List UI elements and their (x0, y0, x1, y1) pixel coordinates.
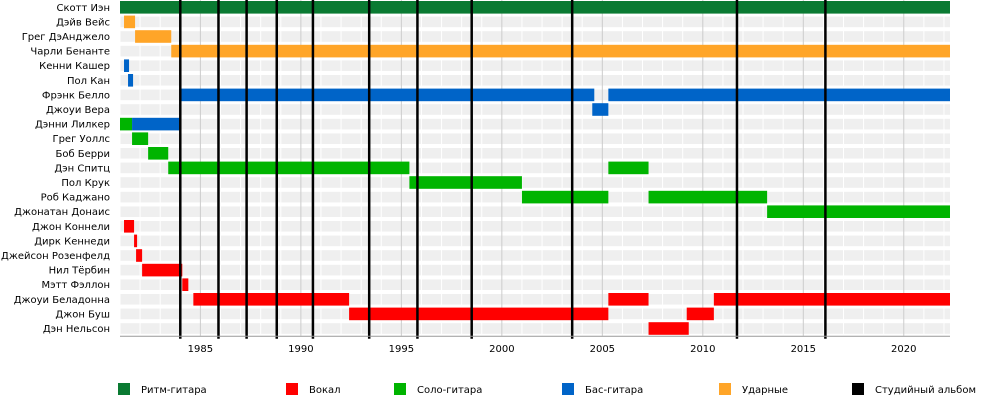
row-background (120, 75, 950, 86)
row-background (120, 104, 950, 115)
membership-bar-vocal (608, 293, 649, 306)
row-background (120, 323, 950, 334)
member-label: Дэйв Вейс (56, 17, 110, 28)
member-label: Джонатан Донаис (14, 207, 110, 218)
membership-bar-vocal (142, 263, 183, 277)
member-label: Кенни Кашер (39, 61, 110, 72)
member-label: Дэн Спитц (54, 163, 110, 174)
legend-swatch-vocal (286, 383, 298, 395)
x-tick-label: 2015 (791, 344, 816, 355)
membership-bar-lead (409, 176, 522, 189)
x-tick-label: 1990 (288, 344, 313, 355)
member-label: Дирк Кеннеди (34, 236, 110, 247)
row-background (120, 177, 950, 188)
member-label: Джон Буш (55, 309, 110, 320)
legend-label: Ударные (742, 385, 788, 396)
membership-bar-vocal (193, 293, 350, 306)
legend-label: Ритм-гитара (141, 385, 207, 396)
membership-bar-lead (132, 132, 149, 145)
membership-bar-lead (608, 161, 649, 175)
legend-label: Вокал (309, 385, 341, 396)
row-background (120, 133, 950, 144)
membership-bar-vocal (648, 322, 689, 335)
member-label: Дэнни Лилкер (35, 120, 110, 131)
membership-bar-bass (608, 88, 950, 102)
x-tick-label: 2000 (489, 344, 514, 355)
x-tick-label: 2005 (590, 344, 615, 355)
x-tick-label: 1985 (188, 344, 213, 355)
row-background (120, 221, 950, 232)
row-background (120, 118, 950, 130)
row-background (120, 279, 950, 290)
member-label: Скотт Иэн (57, 3, 110, 14)
membership-bar-vocal (686, 307, 714, 321)
member-label: Фрэнк Белло (42, 90, 110, 101)
membership-bar-lead (168, 161, 410, 175)
membership-bar-lead (148, 147, 169, 160)
membership-bar-vocal (124, 220, 135, 233)
x-axis: 1985 1990 1995 2000 2005 2010 2015 2020 (120, 335, 950, 355)
membership-bar-vocal (349, 307, 609, 321)
membership-bar-lead (767, 205, 950, 218)
row-background (120, 250, 950, 261)
membership-bar-bass (128, 74, 134, 87)
legend-label: Бас-гитара (585, 385, 643, 396)
membership-bar-drums (135, 30, 172, 43)
membership-bar-lead (648, 190, 768, 204)
row-background (120, 148, 950, 159)
membership-bar-bass (124, 59, 130, 72)
member-label: Чарли Бенанте (30, 47, 110, 58)
x-tick-label: 1995 (389, 344, 414, 355)
member-label: Мэтт Фэллон (42, 280, 110, 291)
membership-bar-vocal (713, 293, 950, 306)
member-label: Джон Коннели (32, 222, 110, 233)
x-tick-label: 2010 (690, 344, 715, 355)
row-background (120, 264, 950, 276)
membership-bar-rhythm (120, 1, 950, 14)
member-label: Боб Берри (55, 149, 110, 160)
member-label: Джоуи Беладонна (14, 295, 110, 306)
legend: Ритм-гитара Вокал Соло-гитара Бас-гитара Уда… (118, 383, 976, 396)
album-lines (179, 0, 827, 339)
legend-swatch-lead (394, 383, 406, 395)
legend-swatch-album (852, 383, 864, 395)
row-background (120, 162, 950, 174)
member-label: Грег Уоллс (52, 134, 110, 145)
row-background (120, 60, 950, 71)
membership-bar-vocal (134, 234, 138, 248)
membership-bar-drums (124, 15, 136, 29)
member-label: Грег ДэАнджело (22, 32, 110, 43)
member-label: Джоуи Вера (46, 105, 110, 116)
membership-bar-drums (171, 44, 951, 58)
legend-swatch-rhythm (118, 383, 130, 395)
legend-label: Студийный альбом (875, 385, 976, 396)
membership-bar-lead (521, 190, 609, 204)
member-labels: Скотт Иэн Дэйв Вейс Грег ДэАнджело Чарли Бе… (1, 3, 110, 335)
row-background (120, 31, 950, 42)
legend-swatch-bass (562, 383, 574, 395)
membership-bar-vocal (182, 278, 189, 291)
member-label: Пол Крук (61, 178, 110, 189)
membership-bar-bass (179, 88, 595, 102)
x-tick-label: 2020 (891, 344, 916, 355)
membership-bar-lead (120, 117, 133, 131)
row-background (120, 294, 950, 305)
row-background (120, 16, 950, 28)
membership-bar-bass (592, 103, 609, 116)
membership-bar-vocal (136, 249, 143, 262)
member-label: Роб Каджано (41, 193, 110, 204)
member-label: Нил Тёрбин (49, 266, 110, 277)
member-label: Дэн Нельсон (43, 324, 110, 335)
membership-bar-bass (132, 117, 180, 131)
member-label: Пол Кан (67, 76, 110, 87)
member-label: Джейсон Розенфелд (1, 251, 110, 262)
legend-label: Соло-гитара (417, 385, 482, 396)
row-background (120, 206, 950, 217)
membership-bars (120, 1, 951, 335)
legend-swatch-drums (719, 383, 731, 395)
row-background (120, 235, 950, 247)
